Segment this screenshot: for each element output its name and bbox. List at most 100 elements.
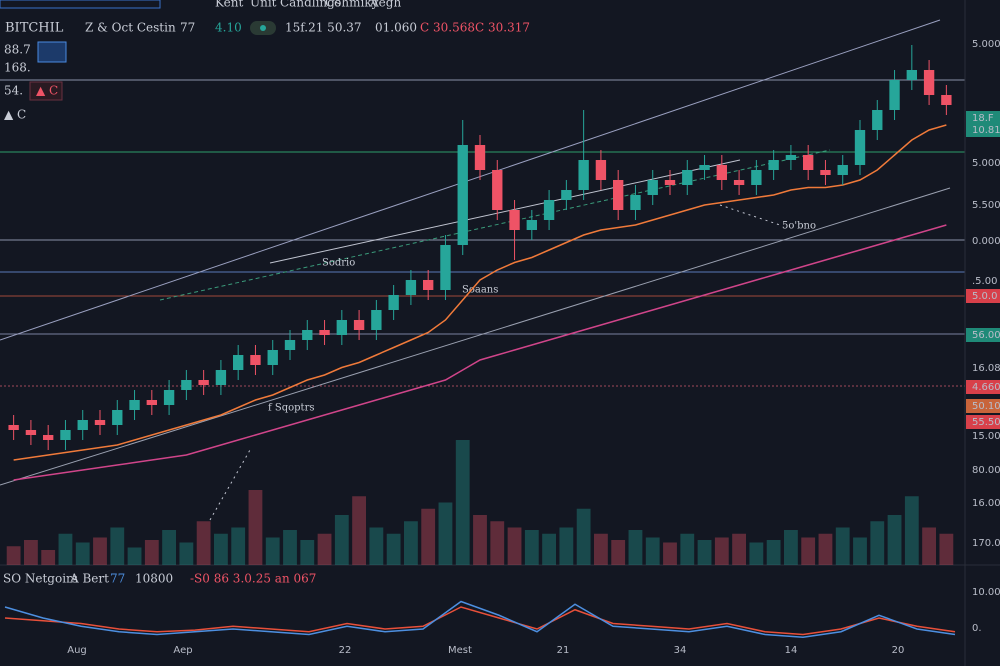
volume-bar	[196, 521, 211, 565]
candle-body	[630, 195, 641, 210]
price-label: 5.500	[972, 200, 1000, 211]
price-label: 5.0.0	[972, 291, 997, 302]
candle-body	[405, 280, 417, 295]
price-label: 5.000	[972, 158, 1000, 169]
volume-bar	[697, 540, 712, 565]
trend-line	[269, 159, 741, 264]
candle-body	[163, 390, 175, 405]
annotation: Sodrio	[322, 258, 355, 269]
indicator-name: SO Netgoirs	[3, 572, 78, 586]
info: 168.	[4, 61, 31, 75]
time-label: 21	[557, 645, 570, 656]
indicator-readout: -S0 86 3.0.25 an 067	[190, 572, 316, 586]
candle-body	[872, 110, 883, 130]
ohlc-open: 15f.21 50.37	[285, 21, 362, 35]
volume-bar	[58, 533, 73, 565]
volume-bar	[75, 542, 90, 565]
candle-body	[543, 200, 555, 220]
price-label: 55.50	[972, 417, 1000, 428]
change: 4.10	[215, 21, 242, 35]
volume-bar	[473, 515, 487, 565]
time-label: 14	[785, 645, 798, 656]
icon-box[interactable]	[37, 41, 67, 63]
volume-bar	[576, 508, 591, 565]
candle-body	[284, 340, 296, 350]
drawings	[0, 19, 965, 521]
toolbar-item[interactable]: Unit	[250, 0, 277, 10]
volume-bar	[611, 540, 626, 565]
volume-bar	[283, 530, 297, 565]
indicator-header: SO Netgoirs A Bert 77 10800 -S0 86 3.0.2…	[3, 572, 1000, 635]
symbol[interactable]: BITCHIL	[5, 21, 64, 36]
candle-body	[733, 180, 745, 185]
volume-bar	[231, 527, 246, 565]
candle-body	[302, 330, 313, 340]
time-label: Aep	[173, 645, 192, 656]
volume-bar	[818, 533, 833, 565]
price-badge	[966, 123, 1000, 137]
volume-bar	[939, 533, 954, 565]
annotation: 5o'bno	[782, 221, 816, 232]
volume-bar	[680, 533, 695, 565]
volume-bar	[317, 533, 332, 565]
time-label: 34	[674, 645, 687, 656]
toolbar-item[interactable]: Candlings	[280, 0, 341, 10]
candle-body	[647, 180, 658, 195]
channel-line	[0, 187, 951, 486]
volume-bar	[887, 515, 902, 565]
toolbar-item[interactable]: Aegh	[369, 0, 401, 10]
volume-bar	[904, 496, 919, 565]
volume-bar	[421, 508, 436, 565]
symbol-box[interactable]	[0, 0, 161, 9]
badge[interactable]	[29, 81, 63, 101]
volume-bar	[93, 537, 107, 565]
candle-body	[492, 170, 503, 210]
price-label: 56.00	[972, 330, 1000, 341]
price-label: 80.00	[972, 465, 1000, 476]
indicator-axis-label: 0.	[972, 623, 982, 634]
moving-average	[13, 224, 947, 481]
volume-bar	[559, 527, 574, 565]
indicator-label: A Bert	[69, 572, 109, 586]
candle-body	[353, 320, 365, 330]
candle-body	[457, 145, 468, 245]
candle-body	[854, 130, 866, 165]
candle-body	[785, 155, 797, 160]
time-label: Aug	[67, 645, 87, 656]
candle-body	[43, 435, 54, 440]
ohlc-low: C 30.568	[420, 21, 475, 35]
volume-bar	[922, 527, 936, 565]
candle-body	[578, 160, 589, 190]
ohlc-close: C 30.317	[475, 21, 530, 35]
candle-body	[233, 355, 244, 370]
channel-line	[0, 19, 941, 341]
price-label: 4.660	[972, 382, 1000, 393]
volume-bar	[714, 537, 729, 565]
candle-body	[319, 330, 330, 335]
price-label: 18.F	[972, 113, 994, 124]
candle-body	[751, 170, 762, 185]
candle-body	[146, 400, 157, 405]
candle-body	[267, 350, 278, 365]
oscillator-line	[4, 600, 956, 639]
volume-bar	[784, 530, 798, 565]
oscillator-line	[4, 606, 956, 636]
toolbar-item[interactable]: Kent	[215, 0, 243, 10]
toolbar-item[interactable]: Cohmiky	[325, 0, 379, 10]
candle-body	[526, 220, 537, 230]
candle-body	[25, 430, 37, 435]
time-label: Mest	[448, 645, 472, 656]
volume-bar	[870, 521, 885, 565]
price-label: 0.000	[972, 236, 1000, 247]
price-label: 16.00	[972, 498, 1000, 509]
volume-bar	[334, 515, 349, 565]
volume-bar	[300, 540, 315, 565]
volume-bar	[801, 537, 816, 565]
price-label: 10.810	[972, 125, 1000, 136]
trend-line	[159, 149, 831, 301]
candle-body	[906, 70, 917, 80]
volume-bar	[766, 540, 781, 565]
candle-body	[768, 160, 779, 170]
volume-bar	[732, 533, 746, 565]
candle-body	[215, 370, 227, 385]
